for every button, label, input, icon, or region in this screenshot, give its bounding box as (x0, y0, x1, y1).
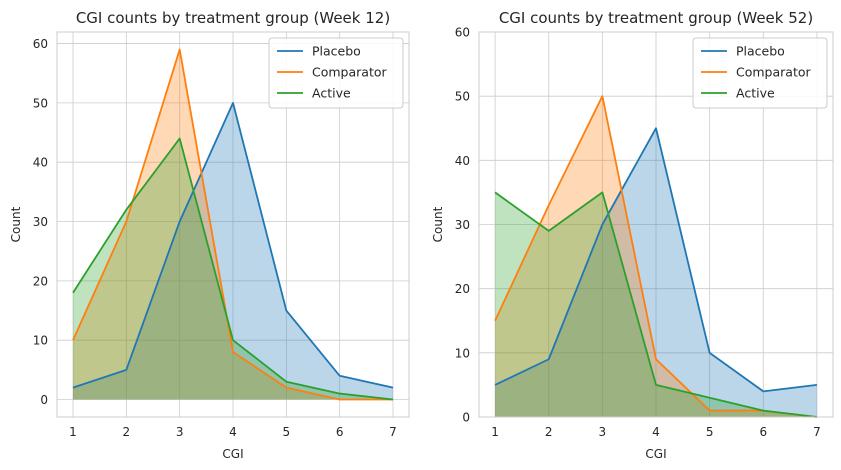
y-tick-label: 20 (33, 274, 48, 288)
y-tick-label: 30 (455, 218, 470, 232)
line-placebo (72, 101, 394, 389)
y-tick-label: 0 (462, 411, 470, 425)
x-tick-label: 5 (706, 425, 714, 439)
y-axis-label: Count (431, 206, 445, 242)
plot-frame (56, 31, 410, 418)
x-tick-label: 5 (283, 425, 291, 439)
x-tick-label: 6 (336, 425, 344, 439)
y-tick-label: 60 (455, 26, 470, 40)
legend: Placebo Comparator Active (268, 37, 404, 109)
x-tick-label: 2 (123, 425, 131, 439)
legend: Placebo Comparator Active (692, 37, 828, 109)
legend-label-comparator: Comparator (312, 65, 387, 80)
y-tick-label: 40 (33, 156, 48, 170)
y-axis-label: Count (9, 206, 23, 242)
chart-week-12: 1 2 3 4 5 6 7 0 10 20 30 40 50 60 CGI counts by treatm… (9, 9, 410, 461)
x-tick-label: 7 (389, 425, 397, 439)
line-active (72, 137, 394, 401)
legend-box (692, 37, 828, 109)
y-tick-label: 10 (455, 346, 470, 360)
legend-label-placebo: Placebo (312, 44, 361, 59)
legend-label-placebo: Placebo (736, 44, 785, 59)
chart-title: CGI counts by treatment group (Week 52) (499, 9, 813, 27)
line-comparator (72, 48, 393, 401)
x-tick-label: 7 (813, 425, 821, 439)
legend-box (268, 37, 404, 109)
y-tick-label: 50 (455, 90, 470, 104)
y-tick-label: 30 (33, 215, 48, 229)
y-tick-label: 50 (33, 96, 48, 110)
x-tick-label: 4 (652, 425, 660, 439)
x-tick-label: 3 (176, 425, 184, 439)
chart-title: CGI counts by treatment group (Week 12) (76, 9, 390, 27)
area-active (73, 138, 393, 400)
legend-label-comparator: Comparator (736, 65, 811, 80)
plot-frame (478, 31, 834, 418)
area-active (495, 192, 817, 417)
y-tick-label: 60 (33, 37, 48, 51)
y-tick-label: 20 (455, 282, 470, 296)
chart-week-52: 1 2 3 4 5 6 7 0 10 20 30 40 50 60 CGI counts by treatm… (431, 9, 834, 461)
line-placebo (494, 127, 818, 393)
x-tick-label: 4 (229, 425, 237, 439)
x-tick-label: 3 (599, 425, 607, 439)
legend-label-active: Active (736, 86, 775, 101)
x-tick-label: 1 (491, 425, 499, 439)
y-tick-label: 10 (33, 334, 48, 348)
x-axis-label: CGI (222, 447, 243, 461)
x-tick-label: 1 (69, 425, 77, 439)
area-placebo (73, 102, 393, 400)
area-placebo (495, 128, 817, 417)
y-tick-label: 0 (40, 393, 48, 407)
line-active (494, 191, 818, 418)
area-comparator (495, 96, 817, 418)
x-axis-label: CGI (645, 447, 666, 461)
y-tick-label: 40 (455, 154, 470, 168)
x-tick-label: 6 (759, 425, 767, 439)
x-tick-label: 2 (545, 425, 553, 439)
legend-label-active: Active (312, 86, 351, 101)
